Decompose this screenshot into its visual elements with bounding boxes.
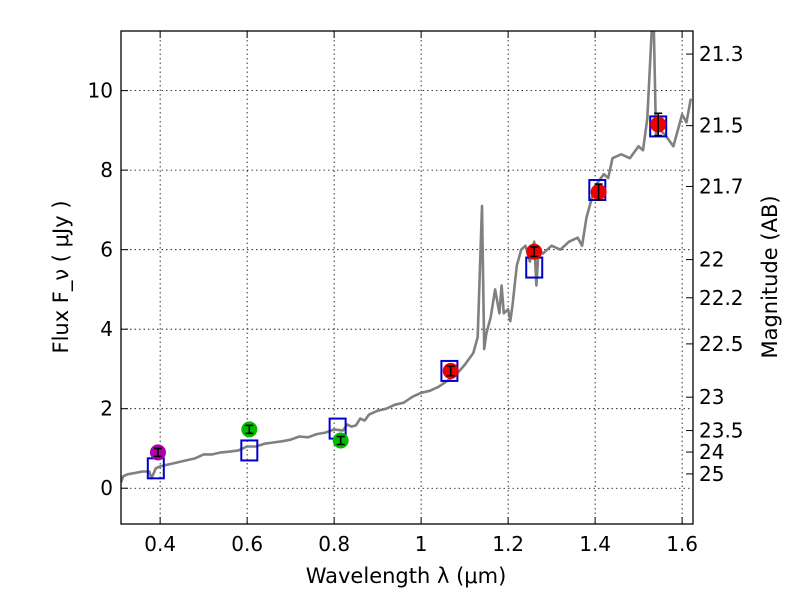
y2-tick-label: 23.5 <box>699 419 744 443</box>
y2-axis-label: Magnitude (AB) <box>758 195 782 358</box>
y2-tick-label: 22.2 <box>699 286 744 310</box>
y-tick-label: 0 <box>100 476 113 500</box>
y2-tick-label: 25 <box>699 462 724 486</box>
y2-tick-label: 23 <box>699 385 724 409</box>
y2-tick-label: 22.5 <box>699 332 744 356</box>
axis-ticks: 0.4 0.6 0.8 1 1.2 1.4 1.6024681021.321.521.722… <box>88 31 744 556</box>
grid <box>121 31 693 524</box>
y2-tick-label: 21.3 <box>699 42 744 66</box>
x-tick-label: 1 <box>415 532 428 556</box>
y2-tick-label: 21.5 <box>699 114 744 138</box>
x-tick-label: 1.4 <box>579 532 611 556</box>
x-tick-label: 1.2 <box>492 532 524 556</box>
y-axis-label: Flux F_ν ( μJy ) <box>49 200 74 353</box>
x-tick-label: 1.6 <box>666 532 698 556</box>
y-tick-label: 6 <box>100 238 113 262</box>
y2-tick-label: 24 <box>699 440 724 464</box>
observed-photometry <box>149 112 667 461</box>
x-tick-label: 0.4 <box>144 532 176 556</box>
spectrum-line <box>121 31 693 483</box>
x-axis-label: Wavelength λ (μm) <box>306 564 507 588</box>
model-flux-square <box>240 439 259 462</box>
x-tick-label: 0.6 <box>231 532 263 556</box>
plot-frame <box>120 30 694 525</box>
y2-tick-label: 21.7 <box>699 174 744 198</box>
x-tick-label: 0.8 <box>318 532 350 556</box>
y2-tick-label: 22 <box>699 248 724 272</box>
y-tick-label: 8 <box>100 158 113 182</box>
y-tick-label: 4 <box>100 317 113 341</box>
model-photometry <box>146 115 668 480</box>
y-tick-label: 2 <box>100 397 113 421</box>
y-tick-label: 10 <box>88 79 113 103</box>
